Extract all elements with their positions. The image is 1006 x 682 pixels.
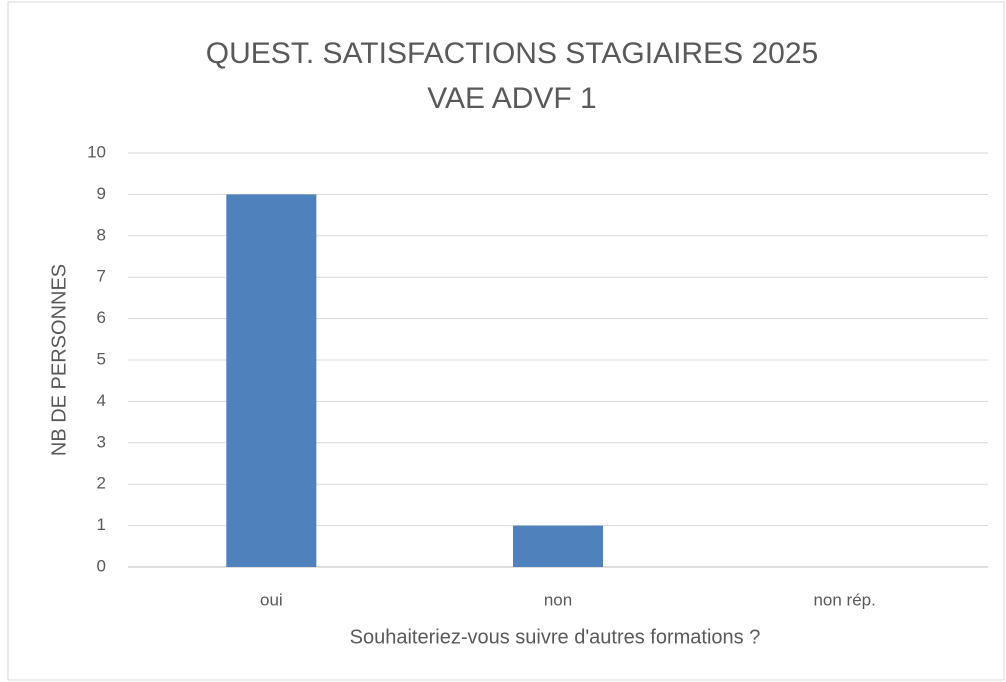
y-tick-label: 6: [97, 308, 106, 327]
y-tick-label: 8: [97, 225, 106, 244]
bar: [512, 525, 604, 567]
y-tick-label: 5: [97, 349, 106, 368]
y-tick-label: 4: [97, 391, 106, 410]
y-tick-label: 10: [87, 142, 106, 161]
y-axis-title: NB DE PERSONNES: [48, 264, 70, 456]
x-tick-label: non rép.: [813, 590, 875, 609]
y-tick-label: 7: [97, 267, 106, 286]
chart-title: QUEST. SATISFACTIONS STAGIAIRES 2025: [206, 37, 818, 70]
chart-title: VAE ADVF 1: [427, 82, 597, 115]
y-tick-label: 3: [97, 432, 106, 451]
x-axis-title: Souhaiteriez-vous suivre d'autres format…: [350, 626, 761, 648]
y-tick-label: 1: [97, 515, 106, 534]
y-tick-label: 9: [97, 184, 106, 203]
x-tick-label: oui: [260, 590, 283, 609]
y-tick-label: 2: [97, 474, 106, 493]
x-tick-label: non: [544, 590, 572, 609]
y-tick-label: 0: [97, 556, 106, 575]
bar: [226, 194, 317, 567]
